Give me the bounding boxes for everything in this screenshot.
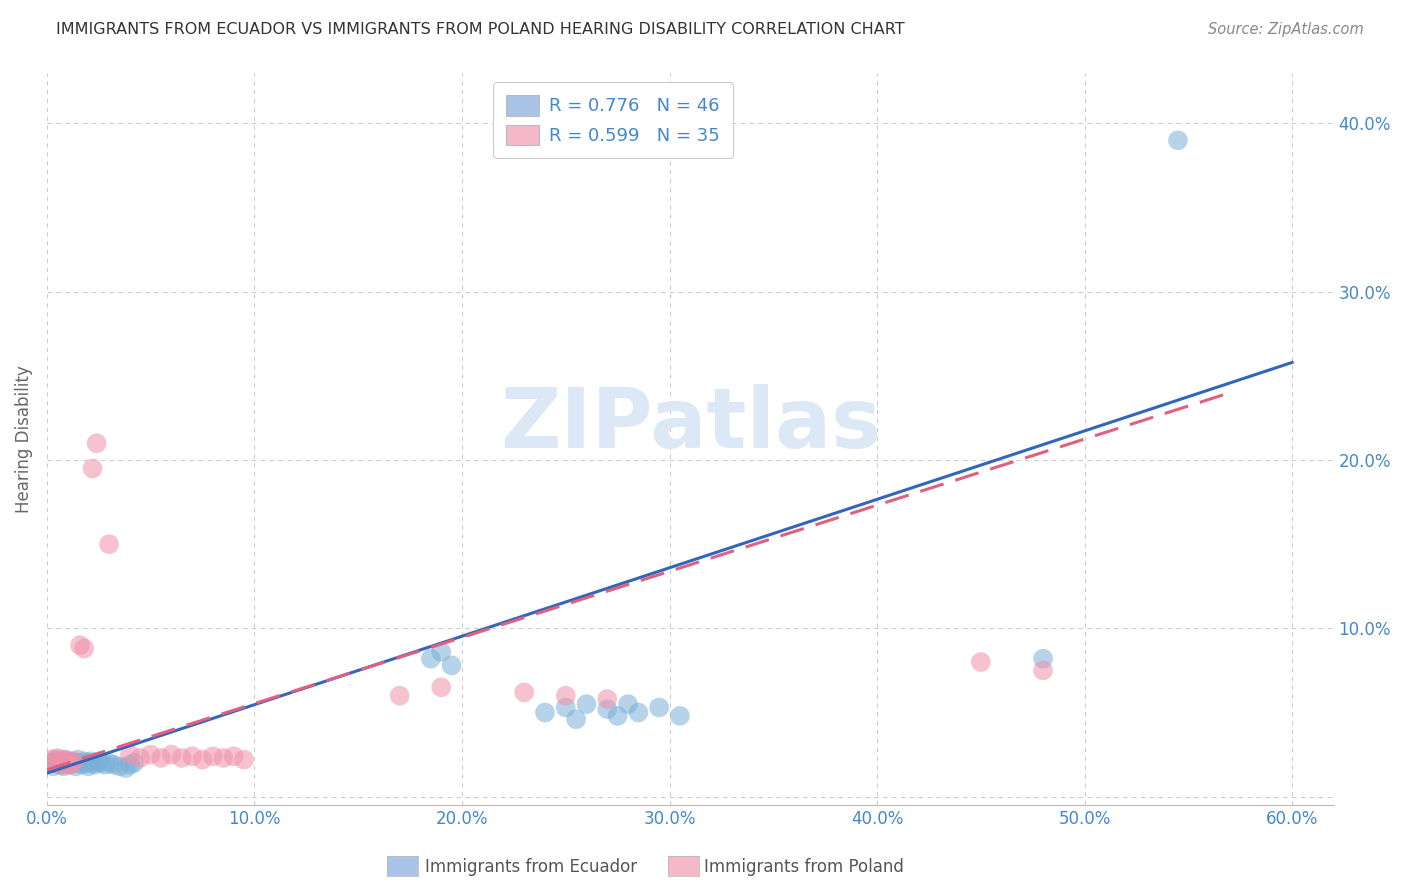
Point [129,751,152,765]
Point [1032,664,1054,678]
Point [627,706,650,720]
Point [90,756,112,770]
Point [75,756,97,770]
Point [56,754,79,768]
Point [63,754,86,768]
Point [212,751,235,765]
Point [87,754,110,768]
Point [430,645,453,659]
Point [66,753,89,767]
Point [48,757,70,772]
Point [63,756,86,770]
Point [46,754,69,768]
Point [51,757,73,772]
Y-axis label: Hearing Disability: Hearing Disability [15,365,32,513]
Point [73,754,96,768]
Point [118,747,141,762]
Point [60,756,83,770]
Point [596,702,619,716]
Point [596,692,619,706]
Point [55,753,77,767]
Point [82,461,104,475]
Point [44,753,66,767]
Point [534,706,557,720]
Text: Immigrants from Poland: Immigrants from Poland [704,858,904,876]
Point [103,757,125,772]
Point [575,697,598,711]
Point [160,747,183,762]
Point [94,757,117,772]
Point [59,757,82,772]
Point [52,759,75,773]
Point [440,658,463,673]
Point [86,436,108,450]
Point [170,751,193,765]
Point [51,756,73,770]
Point [222,749,245,764]
Point [617,697,640,711]
Point [39,756,62,770]
Point [48,754,70,768]
Point [1167,133,1189,147]
Point [83,757,105,772]
Point [201,749,224,764]
Point [82,756,104,770]
Point [114,761,136,775]
Point [46,751,69,765]
Text: ZIPatlas: ZIPatlas [499,384,880,465]
Point [669,709,692,723]
Point [565,712,588,726]
Point [430,680,453,694]
Text: IMMIGRANTS FROM ECUADOR VS IMMIGRANTS FROM POLAND HEARING DISABILITY CORRELATION: IMMIGRANTS FROM ECUADOR VS IMMIGRANTS FR… [56,22,905,37]
Point [606,709,628,723]
Point [648,700,671,714]
Point [1032,651,1054,665]
Point [77,759,100,773]
Point [98,537,121,551]
Point [65,759,87,773]
Point [970,655,993,669]
Point [60,754,83,768]
Point [55,756,77,770]
Point [181,749,204,764]
Point [388,689,411,703]
Point [554,689,576,703]
Point [79,754,101,768]
Point [191,753,214,767]
Point [56,756,79,770]
Point [554,700,576,714]
Legend: R = 0.776   N = 46, R = 0.599   N = 35: R = 0.776 N = 46, R = 0.599 N = 35 [494,82,733,158]
Point [44,756,66,770]
Point [118,757,141,772]
Point [69,638,91,652]
Point [122,756,145,770]
Point [59,757,82,772]
Point [42,759,65,773]
Point [52,753,75,767]
Point [233,753,256,767]
Point [108,759,131,773]
Text: Immigrants from Ecuador: Immigrants from Ecuador [425,858,637,876]
Point [73,641,96,656]
Point [139,747,162,762]
Point [98,756,121,770]
Text: Source: ZipAtlas.com: Source: ZipAtlas.com [1208,22,1364,37]
Point [513,685,536,699]
Point [150,751,173,765]
Point [70,757,93,772]
Point [39,753,62,767]
Point [419,651,441,665]
Point [69,756,91,770]
